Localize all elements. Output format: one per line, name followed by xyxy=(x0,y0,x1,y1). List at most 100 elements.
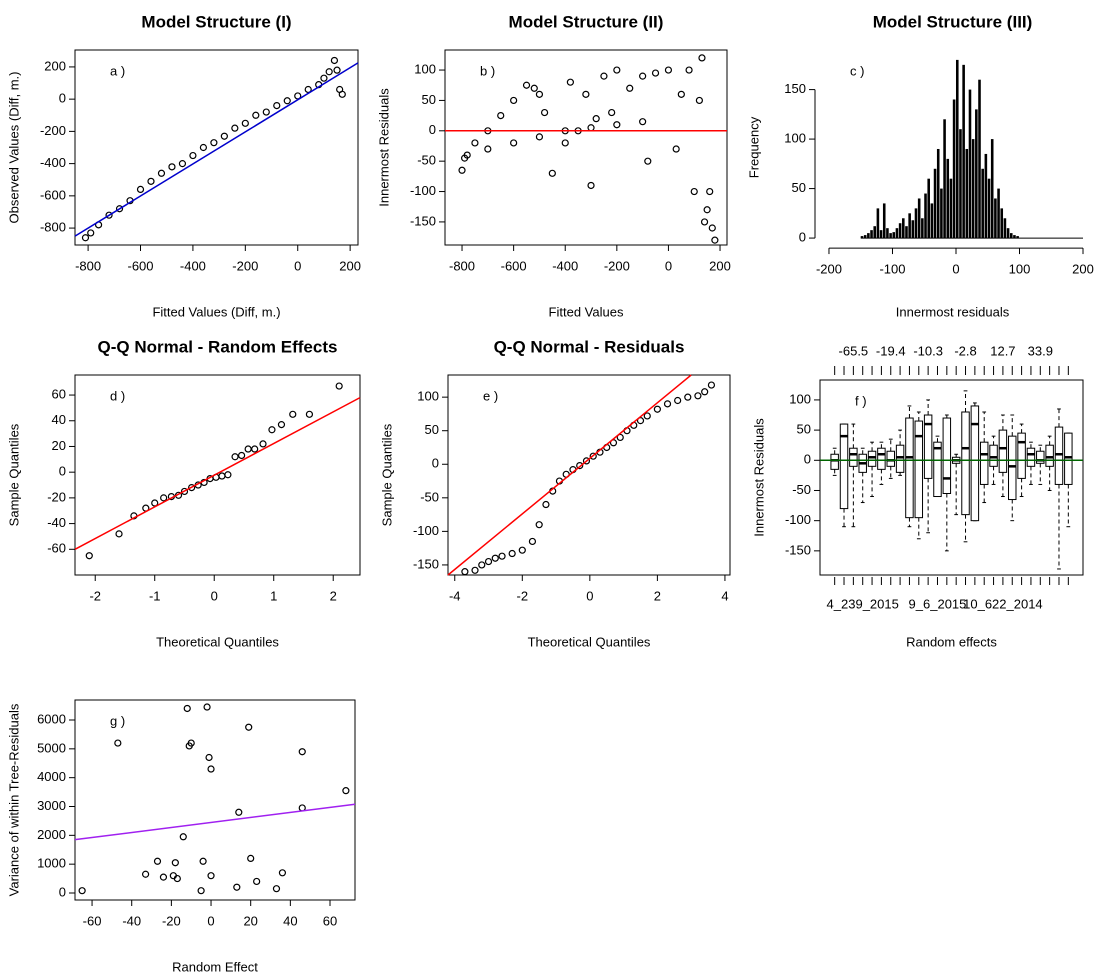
histogram-bar xyxy=(955,59,959,239)
y-tick-label: -50 xyxy=(792,482,811,497)
panel: Model Structure (I) Fitted Values (Diff, … xyxy=(6,12,361,319)
point xyxy=(471,139,479,147)
histogram-bar xyxy=(914,208,918,239)
y-tick-label: 50 xyxy=(425,422,439,437)
point xyxy=(262,108,270,116)
x-axis-label: Fitted Values xyxy=(549,304,624,319)
point xyxy=(677,90,685,98)
point xyxy=(542,500,550,509)
histogram-bar xyxy=(936,148,940,239)
top-tick-label: -2.8 xyxy=(954,343,976,358)
x-tick-label: 20 xyxy=(243,913,257,928)
point xyxy=(458,166,466,174)
x-axis-label: Innermost residuals xyxy=(896,304,1010,319)
y-tick-label: 0 xyxy=(59,464,66,479)
y-tick-label: 40 xyxy=(52,412,66,427)
histogram-bar xyxy=(1013,235,1016,239)
histogram-bar xyxy=(940,188,943,239)
y-tick-label: -400 xyxy=(40,155,66,170)
y-tick-label: 0 xyxy=(429,122,436,137)
panel: Random Effect Variance of within Tree-Res… xyxy=(6,699,356,972)
point xyxy=(694,392,702,400)
x-axis-label: Fitted Values (Diff, m.) xyxy=(152,304,280,319)
point xyxy=(160,494,168,502)
panel-title: Q-Q Normal - Residuals xyxy=(494,337,685,356)
box xyxy=(989,444,998,467)
point xyxy=(335,382,343,390)
point xyxy=(342,787,350,795)
x-tick-label: 10_622_2014 xyxy=(963,596,1043,611)
box xyxy=(905,417,914,519)
histogram-bar xyxy=(997,188,1000,239)
y-tick-label: 20 xyxy=(52,438,66,453)
histogram-bar xyxy=(930,203,934,239)
point xyxy=(508,549,516,558)
point xyxy=(478,561,486,569)
point xyxy=(698,54,706,62)
y-tick-label: 50 xyxy=(797,422,811,437)
box xyxy=(1008,435,1017,501)
y-tick-label: -100 xyxy=(410,183,436,198)
point xyxy=(187,739,195,747)
point xyxy=(273,101,281,110)
y-tick-label: 100 xyxy=(784,131,806,146)
y-tick-label: 2000 xyxy=(37,827,66,842)
point xyxy=(205,753,213,762)
box xyxy=(830,453,839,470)
point xyxy=(589,452,597,460)
x-tick-label: -200 xyxy=(232,258,258,273)
histogram-bar xyxy=(971,139,975,239)
point xyxy=(535,133,544,141)
point xyxy=(651,69,660,77)
box xyxy=(923,414,933,479)
box xyxy=(886,450,895,467)
y-tick-label: 0 xyxy=(432,456,439,471)
point xyxy=(235,808,243,816)
histogram-bar xyxy=(994,198,997,239)
point xyxy=(168,163,176,171)
point xyxy=(253,877,261,886)
point xyxy=(188,483,196,492)
point xyxy=(700,218,709,226)
histogram-bar xyxy=(965,148,969,239)
panel: Model Structure (II) Fitted Values Innermo… xyxy=(376,12,730,319)
point xyxy=(233,883,241,891)
histogram-bar xyxy=(984,153,988,239)
point xyxy=(325,68,333,76)
x-tick-label: 4 xyxy=(721,588,728,603)
point xyxy=(592,115,600,123)
histogram-bar xyxy=(898,223,902,239)
y-tick-label: 100 xyxy=(417,389,439,404)
histogram-bar xyxy=(860,236,864,239)
y-tick-label: 6000 xyxy=(37,711,66,726)
box xyxy=(933,441,942,498)
panel: Q-Q Normal - Random Effects Theoretical Q… xyxy=(6,337,361,649)
point xyxy=(582,457,591,465)
y-axis-label: Sample Quantiles xyxy=(379,423,394,526)
point xyxy=(497,112,505,120)
y-tick-label: -200 xyxy=(40,123,66,138)
top-tick-label: 12.7 xyxy=(990,343,1015,358)
y-axis-label: Variance of within Tree-Residuals xyxy=(6,703,21,896)
point xyxy=(231,124,239,132)
point xyxy=(114,739,122,747)
plot-frame xyxy=(444,49,728,246)
x-tick-label: -800 xyxy=(449,258,475,273)
point xyxy=(272,885,281,893)
y-tick-label: 100 xyxy=(414,61,436,76)
point xyxy=(180,487,189,496)
panel-title: Model Structure (I) xyxy=(141,12,291,31)
x-tick-label: 9_6_2015 xyxy=(909,596,967,611)
histogram-bar xyxy=(892,232,896,239)
histogram-bar xyxy=(889,233,892,239)
point xyxy=(244,445,252,453)
point xyxy=(136,185,145,194)
histogram-bar xyxy=(933,168,937,239)
x-axis-label: Random Effect xyxy=(172,959,258,972)
point xyxy=(695,96,703,105)
histogram-bar xyxy=(959,129,962,239)
histogram-bar xyxy=(946,158,950,239)
x-tick-label: -800 xyxy=(75,258,101,273)
point xyxy=(644,157,652,165)
fit-line xyxy=(74,803,356,841)
